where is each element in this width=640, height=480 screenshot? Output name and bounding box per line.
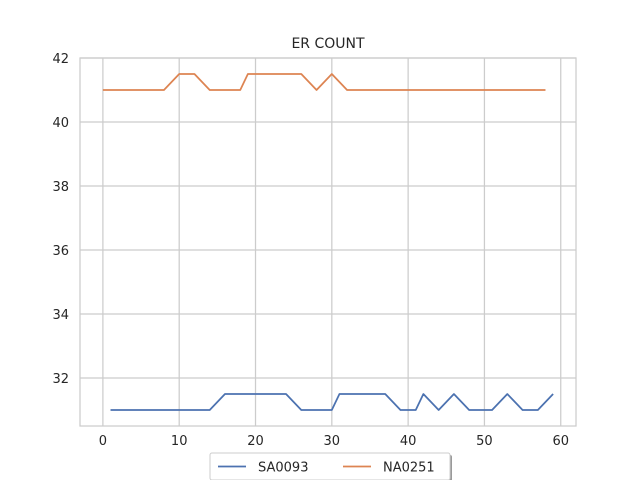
x-tick-label: 10 (171, 434, 188, 449)
legend: SA0093 NA0251 (209, 452, 452, 480)
series-line-sa0093 (110, 393, 554, 411)
legend-label: SA0093 (258, 461, 308, 476)
x-tick-label: 50 (476, 434, 493, 449)
plot-frame (79, 57, 577, 427)
legend-box (209, 452, 451, 480)
y-tick-label: 34 (52, 308, 69, 323)
tick-labels: 0 10 20 30 40 50 60 32 34 36 38 40 42 (52, 52, 569, 449)
y-tick-label: 38 (52, 180, 69, 195)
legend-label: NA0251 (383, 461, 435, 476)
chart-title: ER COUNT (291, 36, 365, 52)
series-line-na0251 (102, 73, 546, 91)
y-tick-label: 40 (52, 116, 69, 131)
y-tick-label: 36 (52, 244, 69, 259)
y-tick-label: 32 (52, 372, 69, 387)
y-tick-label: 42 (52, 52, 69, 67)
x-tick-label: 30 (324, 434, 341, 449)
x-tick-label: 0 (99, 434, 107, 449)
x-tick-label: 20 (247, 434, 264, 449)
grid (80, 57, 576, 426)
series-lines (102, 73, 554, 411)
x-tick-label: 40 (400, 434, 417, 449)
x-tick-label: 60 (552, 434, 569, 449)
